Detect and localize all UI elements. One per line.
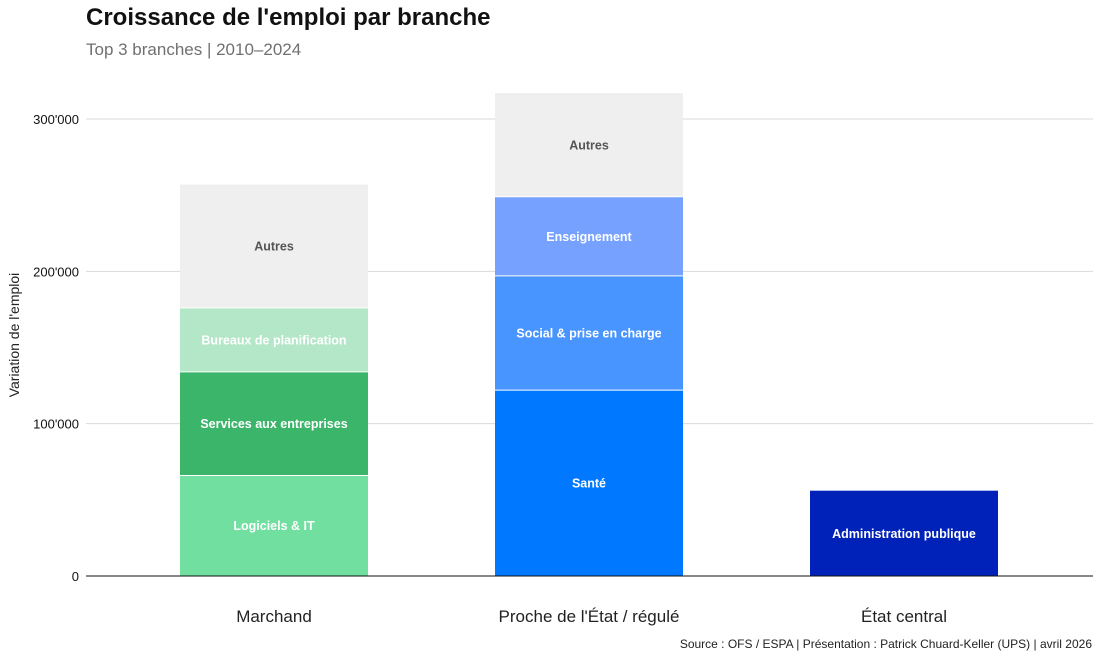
y-axis-label: Variation de l'emploi	[6, 273, 22, 398]
y-tick-label: 100'000	[33, 417, 79, 432]
chart-title: Croissance de l'emploi par branche	[86, 4, 491, 31]
bar-segment	[495, 275, 683, 391]
source-note: Source : OFS / ESPA | Présentation : Pat…	[679, 637, 1092, 651]
y-tick-label: 200'000	[33, 264, 79, 279]
segment-label: Bureaux de planification	[201, 333, 346, 347]
bar-segment	[495, 196, 683, 276]
segment-label: Administration publique	[832, 527, 976, 541]
segment-label: Logiciels & IT	[233, 519, 315, 533]
bar-segment	[495, 93, 683, 197]
segment-label: Services aux entreprises	[200, 417, 347, 431]
segment-label: Autres	[569, 138, 609, 152]
y-tick-labels: 0 100'000 200'000 300'000	[33, 112, 79, 584]
x-tick-label: Proche de l'État / régulé	[499, 607, 680, 626]
bar-segment	[180, 475, 368, 576]
y-tick-label: 0	[72, 569, 79, 584]
y-tick-label: 300'000	[33, 112, 79, 127]
segment-label: Santé	[572, 477, 606, 491]
bar-segment	[810, 490, 998, 576]
segment-label: Social & prise en charge	[516, 327, 661, 341]
bar-segment	[180, 184, 368, 308]
bar-segment	[495, 390, 683, 576]
x-tick-label: État central	[861, 607, 947, 626]
bar-segment	[180, 371, 368, 476]
x-tick-labels: Marchand Proche de l'État / régulé État ce…	[236, 607, 947, 626]
x-tick-label: Marchand	[236, 607, 312, 626]
bar-stacks: Logiciels & IT Services aux entreprises Bu…	[86, 93, 1093, 577]
segment-label: Autres	[254, 240, 294, 254]
chart-subtitle: Top 3 branches | 2010–2024	[86, 40, 302, 59]
bar-segment	[180, 307, 368, 372]
segment-label: Enseignement	[546, 230, 632, 244]
